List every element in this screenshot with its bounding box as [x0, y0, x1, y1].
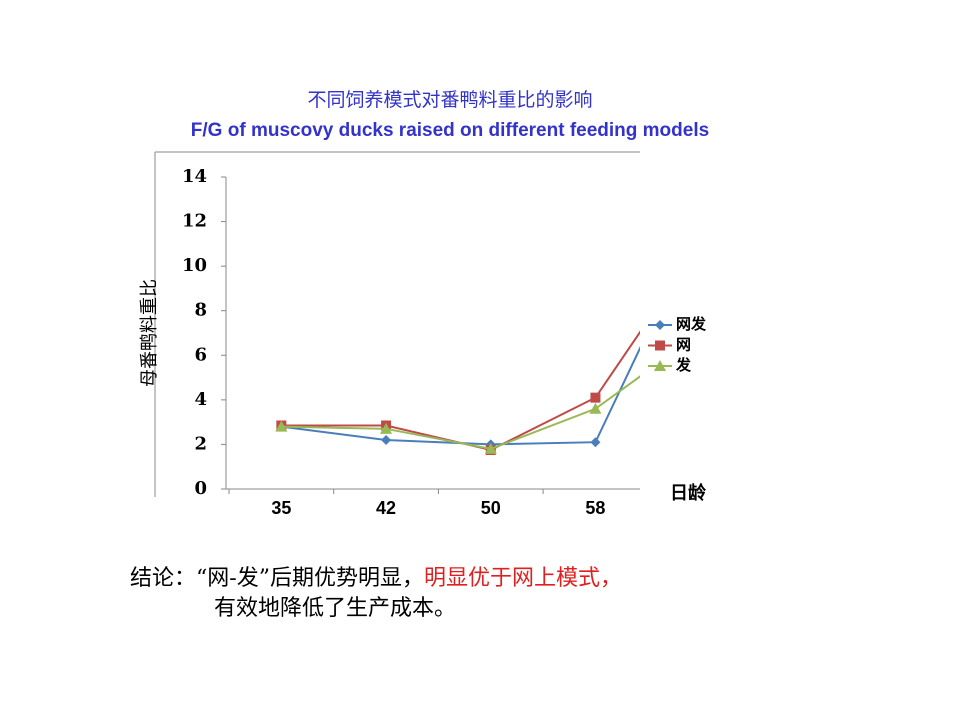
legend-label: 发 [675, 356, 692, 374]
data-point [590, 437, 601, 448]
data-point [484, 442, 497, 454]
x-tick-label: 50 [481, 498, 501, 518]
y-tick-label: 0 [194, 478, 207, 499]
data-point [590, 392, 601, 403]
series-line [281, 375, 640, 450]
data-point [275, 420, 288, 432]
x-axis-label: 日龄 [670, 482, 707, 504]
x-tick-label: 35 [271, 498, 291, 518]
y-tick-label: 2 [194, 433, 207, 454]
data-point [695, 217, 705, 227]
y-tick-label: 14 [182, 166, 207, 187]
y-tick-label: 8 [194, 300, 207, 321]
y-tick-label: 10 [182, 255, 207, 276]
conclusion: 结论：“网-发”后期优势明显，明显优于网上模式， [130, 566, 622, 591]
series-line [281, 345, 640, 446]
data-point [695, 239, 705, 249]
y-tick-label: 6 [194, 344, 207, 365]
legend-label: 网 [676, 336, 691, 354]
conclusion-text: “网-发”后期优势明显， [196, 566, 424, 591]
x-tick-label: 58 [585, 498, 605, 518]
conclusion-line2: 有效地降低了生产成本。 [214, 596, 456, 621]
conclusion-highlight: 明显优于网上模式， [424, 566, 622, 591]
legend-label: 网发 [676, 315, 707, 333]
data-point [381, 434, 392, 445]
y-tick-label: 4 [194, 389, 207, 410]
chart-subtitle: F/G of muscovy ducks raised on different… [191, 120, 709, 141]
x-tick-label: 42 [376, 498, 396, 518]
legend-marker [655, 320, 665, 330]
data-point [380, 422, 393, 434]
chart-title: 不同饲养模式对番鸭料重比的影响 [307, 89, 592, 111]
legend-marker [655, 340, 665, 351]
series-line [281, 330, 640, 452]
legend-marker [654, 360, 666, 371]
plot [275, 217, 705, 455]
y-axis-label: 母番鸭料重比 [139, 279, 160, 387]
y-tick-label: 12 [182, 211, 207, 232]
data-point [589, 402, 602, 414]
conclusion-label: 结论： [130, 566, 196, 591]
